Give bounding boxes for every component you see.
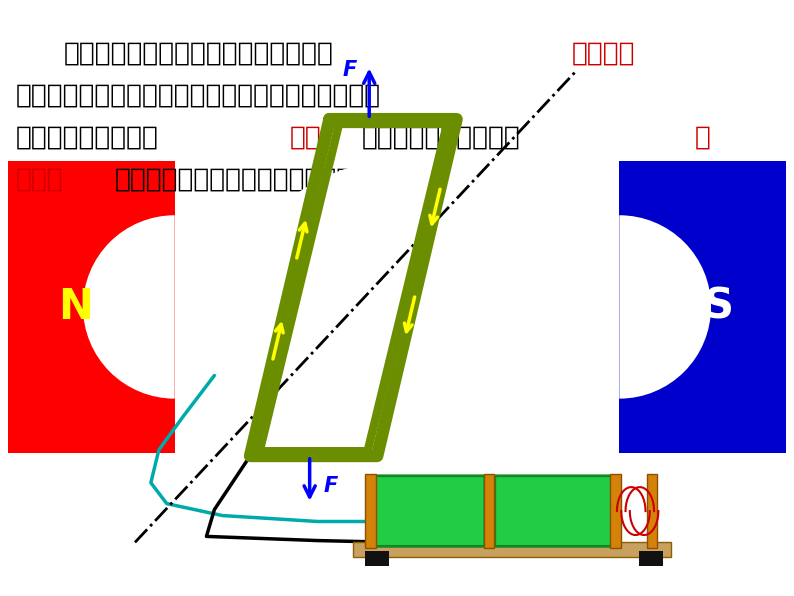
Bar bbox=[639, 551, 663, 566]
FancyBboxPatch shape bbox=[495, 476, 611, 547]
Text: 平: 平 bbox=[695, 125, 711, 151]
Ellipse shape bbox=[238, 161, 556, 453]
Text: 受到的力大小相等、方向相反、作用在同一直线上，: 受到的力大小相等、方向相反、作用在同一直线上， bbox=[16, 83, 381, 109]
Text: 平衡力: 平衡力 bbox=[290, 125, 337, 151]
Text: N: N bbox=[58, 286, 93, 328]
Wedge shape bbox=[619, 215, 711, 399]
Bar bbox=[484, 474, 494, 548]
Text: F: F bbox=[342, 60, 357, 80]
Text: 上下两边: 上下两边 bbox=[572, 41, 635, 67]
Text: F: F bbox=[324, 476, 338, 496]
Bar bbox=[8, 161, 175, 453]
Text: S: S bbox=[703, 286, 734, 328]
Text: ，我们把这个位置称为: ，我们把这个位置称为 bbox=[361, 125, 520, 151]
Text: 衡位置: 衡位置 bbox=[16, 167, 64, 193]
Bar bbox=[647, 474, 657, 548]
Text: 当线圈的平面与磁场垂直时，通电线圈: 当线圈的平面与磁场垂直时，通电线圈 bbox=[64, 41, 333, 67]
Bar bbox=[619, 161, 786, 453]
Text: 。这时由于惯性，线圈还会转动。: 。这时由于惯性，线圈还会转动。 bbox=[115, 167, 353, 193]
Bar bbox=[365, 551, 389, 566]
Bar bbox=[611, 474, 621, 548]
Wedge shape bbox=[83, 215, 175, 399]
Text: 因而线圈受到的力为: 因而线圈受到的力为 bbox=[16, 125, 159, 151]
FancyBboxPatch shape bbox=[368, 476, 485, 547]
Bar bbox=[353, 542, 671, 557]
Bar bbox=[365, 474, 376, 548]
